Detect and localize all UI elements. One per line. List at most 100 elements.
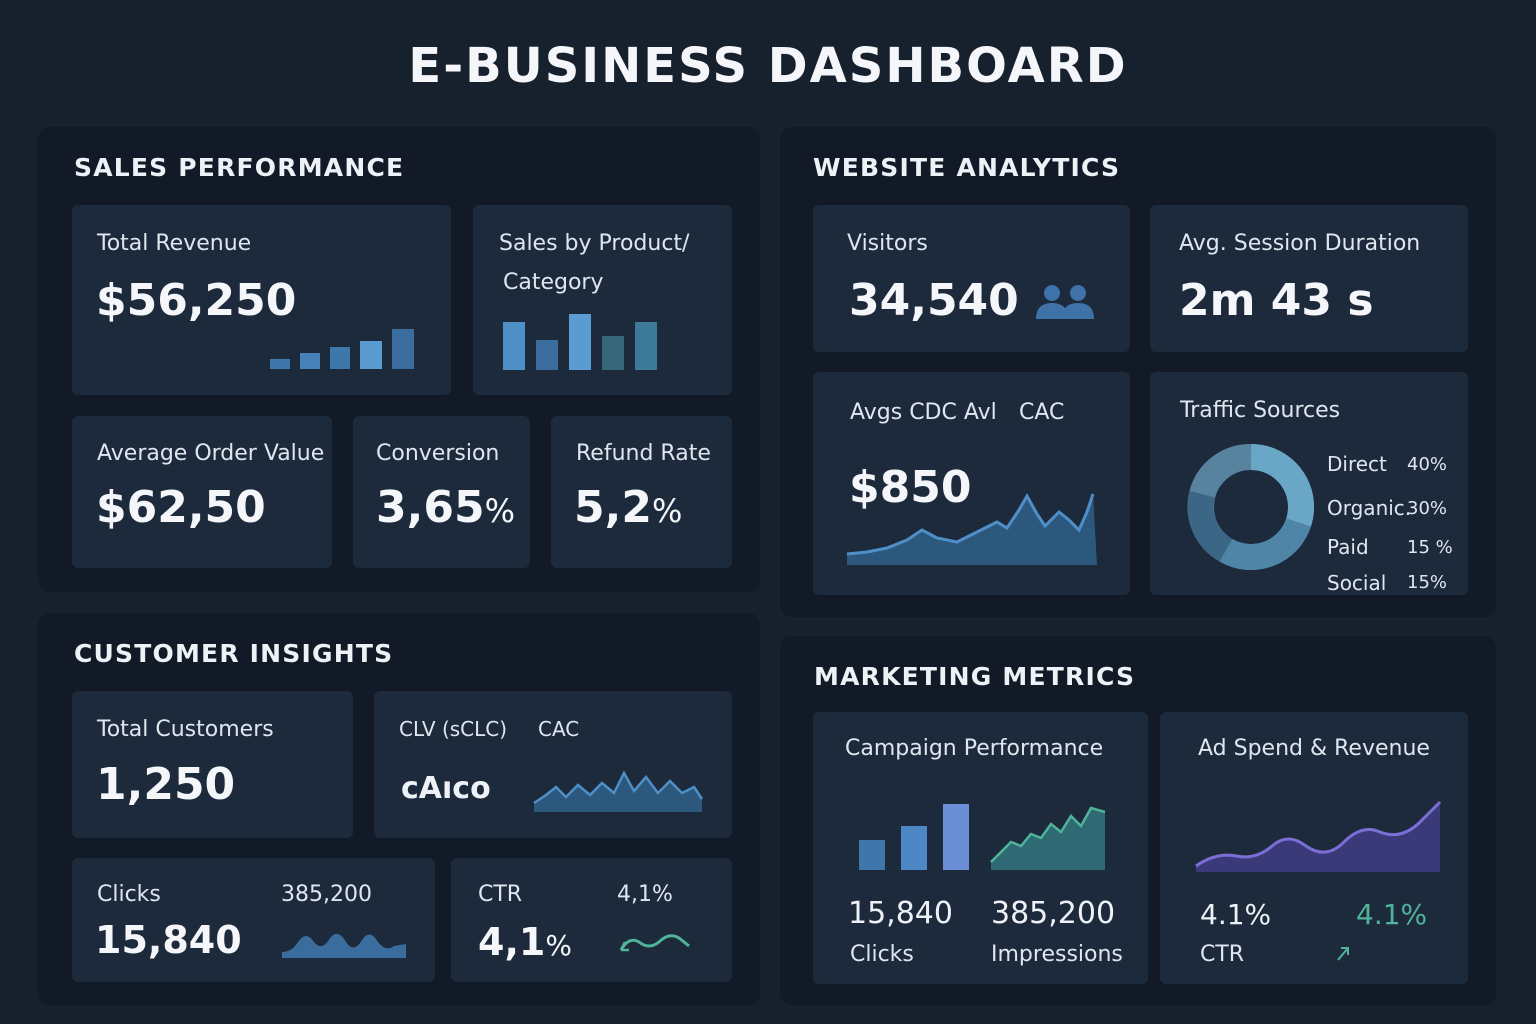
ad-ctr-label: CTR	[1200, 942, 1245, 967]
visitors-card[interactable]: Visitors 34,540	[813, 205, 1130, 352]
mini-bar	[360, 341, 382, 369]
clicks-sparkline	[282, 933, 406, 958]
traffic-item-organic-name: Organic.	[1327, 496, 1412, 520]
customer-insights-panel: CUSTOMER INSIGHTS Total Customers 1,250 …	[38, 613, 760, 1005]
campaign-bar	[901, 826, 927, 870]
visitors-label: Visitors	[847, 231, 928, 256]
ctr-label: CTR	[478, 882, 523, 907]
ctr-unit: %	[545, 929, 572, 962]
total-revenue-label: Total Revenue	[97, 231, 252, 256]
cac-card[interactable]: Avgs CDC Avl CAC $850	[813, 372, 1130, 595]
sales-by-product-label-1: Sales by Product/	[499, 231, 690, 256]
traffic-item-direct-name: Direct	[1327, 452, 1387, 476]
sales-by-product-label-2: Category	[503, 270, 604, 295]
traffic-item-direct-pct: 40%	[1407, 454, 1448, 475]
total-revenue-card[interactable]: Total Revenue $56,250	[72, 205, 451, 395]
mini-bar	[392, 329, 414, 369]
traffic-sources-label: Traffic Sources	[1180, 398, 1341, 423]
website-analytics-title: WEBSITE ANALYTICS	[813, 153, 1121, 182]
clicks-secondary: 385,200	[281, 882, 372, 907]
traffic-slice-paid	[1187, 490, 1233, 562]
conversion-label: Conversion	[376, 441, 500, 466]
sales-by-product-bars	[503, 314, 657, 370]
campaign-performance-card[interactable]: Campaign Performance 15,840 Clicks 385,2…	[813, 712, 1148, 984]
clv-label: CLV (sCLC)	[399, 717, 508, 741]
conversion-card[interactable]: Conversion 3,65%	[353, 416, 530, 568]
traffic-donut-chart	[1187, 443, 1315, 571]
traffic-item-paid-pct: 15 %	[1407, 537, 1453, 558]
campaign-bar	[943, 804, 969, 870]
sales-by-product-card[interactable]: Sales by Product/ Category	[473, 205, 732, 395]
traffic-sources-card[interactable]: Traffic Sources Direct 40% Organic. 30% …	[1150, 372, 1468, 595]
campaign-performance-label: Campaign Performance	[845, 736, 1104, 761]
cac-area-chart	[846, 492, 1097, 565]
product-bar	[569, 314, 591, 370]
ctr-value: 4,1	[478, 920, 546, 964]
sales-performance-panel: SALES PERFORMANCE Total Revenue $56,250 …	[38, 127, 760, 592]
ctr-secondary: 4,1%	[617, 882, 673, 907]
clv-area-chart	[533, 770, 704, 812]
ad-spend-revenue-chart	[1195, 800, 1442, 872]
ad-spend-revenue-label: Ad Spend & Revenue	[1198, 736, 1430, 761]
product-bar	[503, 322, 525, 370]
traffic-item-social-pct: 15%	[1407, 572, 1448, 593]
mini-bar	[270, 359, 290, 369]
product-bar	[602, 336, 624, 370]
campaign-area-chart	[990, 806, 1106, 870]
session-duration-label: Avg. Session Duration	[1179, 231, 1421, 256]
clv-label-2: CAC	[538, 717, 580, 741]
traffic-item-social-name: Social	[1327, 571, 1387, 595]
ctr-value-wrap: 4,1%	[478, 920, 572, 964]
cac-label-2: CAC	[1019, 400, 1065, 425]
ad-ctr-change: 4.1%	[1356, 898, 1428, 931]
campaign-bars	[859, 804, 969, 870]
campaign-clicks-label: Clicks	[850, 942, 914, 967]
marketing-metrics-title: MARKETING METRICS	[814, 662, 1136, 691]
total-customers-card[interactable]: Total Customers 1,250	[72, 691, 353, 838]
traffic-item-paid-name: Paid	[1327, 535, 1369, 559]
cac-label: Avgs CDC Avl	[850, 400, 997, 425]
conversion-unit: %	[484, 492, 515, 530]
mini-bar	[330, 347, 350, 369]
total-revenue-mini-bars	[270, 329, 414, 369]
traffic-slice-organic	[1219, 517, 1311, 571]
total-customers-value: 1,250	[96, 759, 236, 810]
cac-value: $850	[849, 462, 972, 513]
campaign-impressions-label: Impressions	[991, 942, 1123, 967]
refund-rate-card[interactable]: Refund Rate 5,2%	[551, 416, 732, 568]
refund-rate-value: 5,2	[574, 482, 652, 533]
website-analytics-panel: WEBSITE ANALYTICS Visitors 34,540 Avg. S…	[780, 127, 1496, 617]
clicks-card[interactable]: Clicks 385,200 15,840	[72, 858, 435, 982]
ctr-trend-line	[619, 934, 690, 952]
campaign-bar	[859, 840, 885, 870]
product-bar	[635, 322, 657, 370]
ctr-card[interactable]: CTR 4,1% 4,1%	[451, 858, 732, 982]
ad-ctr-value: 4.1%	[1200, 898, 1272, 931]
avg-session-duration-card[interactable]: Avg. Session Duration 2m 43 s	[1150, 205, 1468, 352]
campaign-clicks-value: 15,840	[848, 896, 953, 931]
session-duration-value: 2m 43 s	[1179, 275, 1374, 326]
traffic-item-organic-pct: 30%	[1407, 498, 1448, 519]
campaign-impressions-value: 385,200	[991, 896, 1116, 931]
mini-bar	[300, 353, 320, 369]
refund-rate-value-wrap: 5,2%	[574, 482, 682, 533]
total-revenue-value: $56,250	[96, 275, 297, 326]
clv-card[interactable]: CLV (sCLC) CAC cAıco	[374, 691, 732, 838]
clicks-value: 15,840	[95, 918, 242, 962]
clicks-label: Clicks	[97, 882, 161, 907]
marketing-metrics-panel: MARKETING METRICS Campaign Performance 1…	[780, 636, 1496, 1005]
product-bar	[536, 340, 558, 370]
traffic-slice-social	[1189, 444, 1252, 499]
customer-insights-title: CUSTOMER INSIGHTS	[74, 639, 394, 668]
clv-value: cAıco	[401, 771, 491, 806]
refund-rate-label: Refund Rate	[576, 441, 711, 466]
conversion-value-wrap: 3,65%	[376, 482, 515, 533]
average-order-value-card[interactable]: Average Order Value $62,50	[72, 416, 332, 568]
traffic-slice-direct	[1250, 443, 1315, 527]
users-icon	[1036, 285, 1094, 319]
ad-spend-revenue-card[interactable]: Ad Spend & Revenue 4.1% CTR 4.1%	[1160, 712, 1468, 984]
aov-value: $62,50	[96, 482, 266, 533]
refund-rate-unit: %	[651, 492, 683, 530]
visitors-value: 34,540	[849, 275, 1019, 326]
conversion-value: 3,65	[376, 482, 485, 533]
